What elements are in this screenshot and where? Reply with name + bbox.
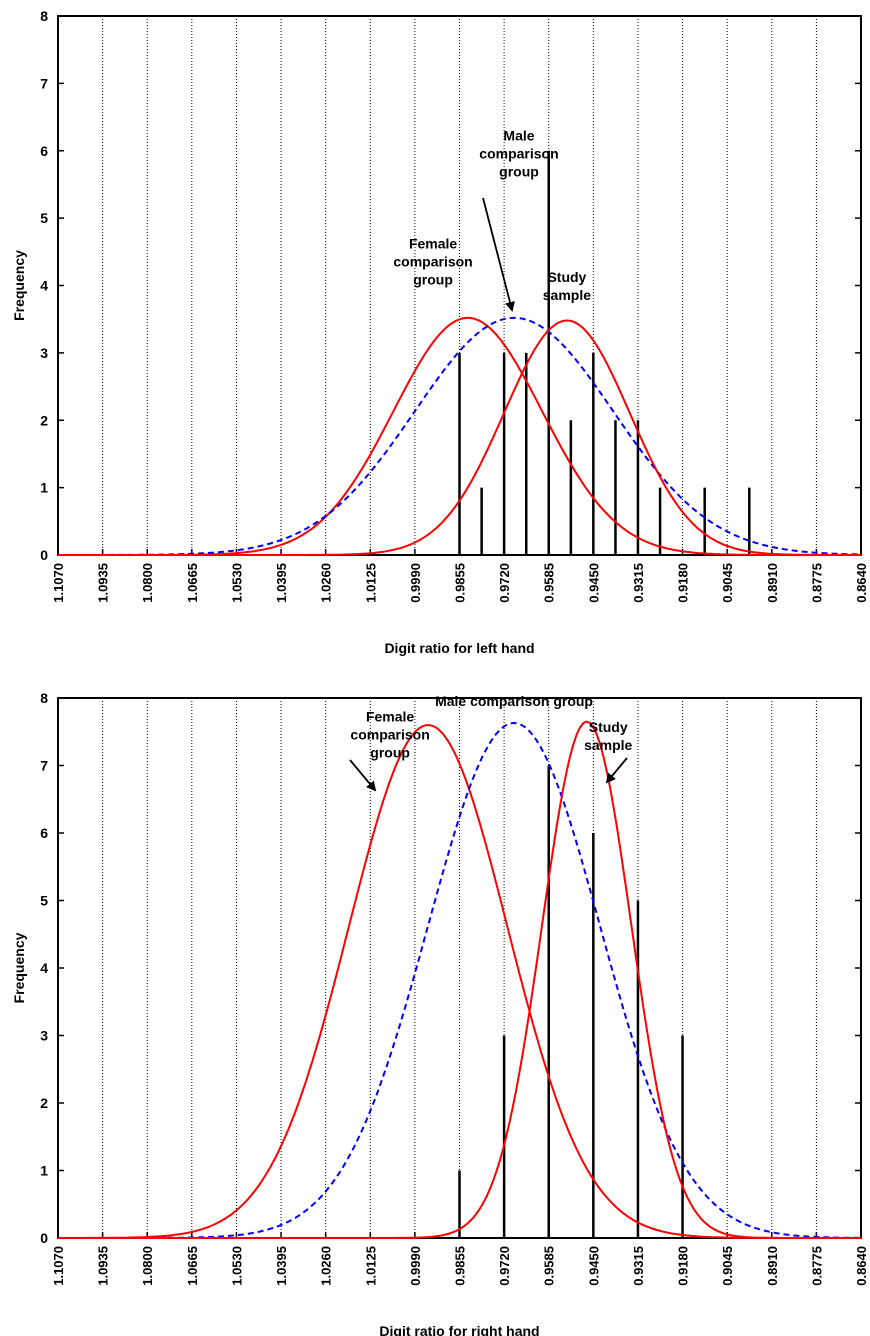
x-tick-label: 1.0935 bbox=[96, 563, 111, 603]
annotation-label: sample bbox=[584, 737, 632, 753]
x-tick-label: 0.8640 bbox=[854, 563, 869, 603]
x-tick-label: 1.0665 bbox=[185, 1246, 200, 1286]
y-tick-label: 2 bbox=[40, 1095, 48, 1111]
y-tick-label: 0 bbox=[40, 547, 48, 563]
x-tick-label: 1.0800 bbox=[140, 563, 155, 603]
y-tick-label: 1 bbox=[40, 1163, 48, 1179]
x-tick-label: 0.9585 bbox=[542, 563, 557, 603]
x-tick-label: 0.9990 bbox=[408, 1246, 423, 1286]
x-tick-label: 1.0125 bbox=[363, 563, 378, 603]
annotation-label: comparison bbox=[393, 253, 472, 269]
curve-female-comparison-group bbox=[58, 724, 861, 1239]
x-tick-label: 0.8640 bbox=[854, 1246, 869, 1286]
x-axis-title: Digit ratio for left hand bbox=[384, 640, 534, 656]
x-tick-label: 1.0935 bbox=[96, 1246, 111, 1286]
annotation-arrow bbox=[349, 759, 377, 792]
y-tick-label: 8 bbox=[40, 690, 48, 706]
x-tick-label: 0.9585 bbox=[542, 1246, 557, 1286]
annotation-label: comparison bbox=[479, 146, 558, 162]
x-tick-label: 0.9855 bbox=[453, 563, 468, 603]
annotation-label: Male comparison group bbox=[435, 693, 593, 709]
x-tick-label: 0.9045 bbox=[720, 563, 735, 603]
annotation-label: group bbox=[413, 271, 453, 287]
annotation-label: Male bbox=[503, 128, 534, 144]
x-tick-label: 0.9855 bbox=[453, 1246, 468, 1286]
x-tick-label: 0.9720 bbox=[497, 563, 512, 603]
y-tick-label: 5 bbox=[40, 893, 48, 909]
x-tick-label: 0.8775 bbox=[809, 1246, 824, 1286]
x-tick-label: 0.8910 bbox=[765, 1246, 780, 1286]
x-tick-label: 1.0395 bbox=[274, 1246, 289, 1286]
y-tick-label: 7 bbox=[40, 75, 48, 91]
annotation-arrow bbox=[482, 197, 515, 312]
y-tick-label: 8 bbox=[40, 8, 48, 24]
x-tick-label: 0.9315 bbox=[631, 563, 646, 603]
x-tick-label: 0.9045 bbox=[720, 1246, 735, 1286]
y-tick-label: 6 bbox=[40, 825, 48, 841]
annotation-label: group bbox=[499, 164, 539, 180]
x-tick-label: 1.0260 bbox=[319, 1246, 334, 1286]
x-tick-label: 1.0395 bbox=[274, 563, 289, 603]
annotation-label: Female bbox=[366, 709, 414, 725]
x-tick-label: 1.1070 bbox=[51, 563, 66, 603]
x-tick-label: 0.9450 bbox=[586, 563, 601, 603]
chart-panel-right: 0 1 2 3 4 5 6 7 8 1.1070 1.0935 1.0800 1.0665 1.0530 1… bbox=[11, 690, 869, 1336]
x-tick-label: 1.0800 bbox=[140, 1246, 155, 1286]
x-tick-label: 1.1070 bbox=[51, 1246, 66, 1286]
y-tick-label: 3 bbox=[40, 1028, 48, 1044]
annotation-label: comparison bbox=[350, 727, 429, 743]
y-axis-title: Frequency bbox=[11, 932, 27, 1003]
x-tick-label: 1.0665 bbox=[185, 563, 200, 603]
annotation-label: Study bbox=[589, 719, 628, 735]
y-tick-label: 6 bbox=[40, 143, 48, 159]
x-axis-title: Digit ratio for right hand bbox=[379, 1323, 539, 1336]
y-tick-label: 2 bbox=[40, 412, 48, 428]
y-tick-label: 5 bbox=[40, 210, 48, 226]
y-tick-label: 3 bbox=[40, 345, 48, 361]
x-tick-label: 1.0530 bbox=[229, 563, 244, 603]
x-tick-label: 0.9450 bbox=[586, 1246, 601, 1286]
annotation-label: Female bbox=[409, 235, 457, 251]
x-tick-label: 0.9180 bbox=[676, 1246, 691, 1286]
y-tick-label: 4 bbox=[40, 278, 48, 294]
annotation-label: Study bbox=[547, 269, 586, 285]
x-tick-label: 0.8910 bbox=[765, 563, 780, 603]
x-tick-label: 0.9720 bbox=[497, 1246, 512, 1286]
x-tick-label: 1.0125 bbox=[363, 1246, 378, 1286]
chart-panel-left: 0 1 2 3 4 5 6 7 8 1.1070 1.0935 1.0800 1.0665 1.0530 1… bbox=[11, 8, 869, 656]
y-tick-label: 0 bbox=[40, 1230, 48, 1246]
annotation-label: sample bbox=[543, 287, 591, 303]
x-tick-label: 1.0530 bbox=[229, 1246, 244, 1286]
x-tick-label: 1.0260 bbox=[319, 563, 334, 603]
curve-study-sample bbox=[58, 319, 861, 556]
x-tick-label: 0.9315 bbox=[631, 1246, 646, 1286]
y-tick-label: 7 bbox=[40, 758, 48, 774]
y-tick-label: 1 bbox=[40, 480, 48, 496]
x-tick-label: 0.8775 bbox=[809, 563, 824, 603]
curve-male-comparison-group bbox=[58, 316, 862, 556]
annotation-label: group bbox=[370, 745, 410, 761]
annotation-arrow bbox=[605, 757, 628, 784]
x-tick-label: 0.9990 bbox=[408, 563, 423, 603]
curve-study-sample bbox=[58, 720, 861, 1239]
x-tick-label: 0.9180 bbox=[676, 563, 691, 603]
y-axis-title: Frequency bbox=[11, 250, 27, 321]
y-tick-label: 4 bbox=[40, 960, 48, 976]
